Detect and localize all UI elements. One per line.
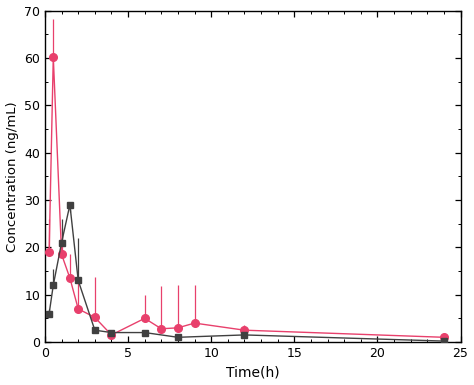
X-axis label: Time(h): Time(h) bbox=[226, 365, 280, 380]
Y-axis label: Concentration (ng/mL): Concentration (ng/mL) bbox=[6, 101, 18, 252]
